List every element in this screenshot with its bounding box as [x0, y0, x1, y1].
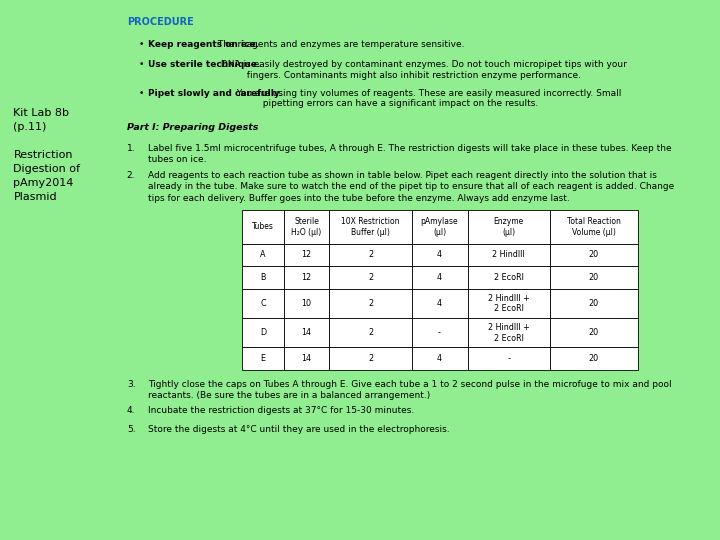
Text: Total Reaction
Volume (μl): Total Reaction Volume (μl) — [567, 217, 621, 237]
Text: Tubes: Tubes — [252, 222, 274, 231]
Bar — [330, 244, 412, 266]
Text: 4: 4 — [437, 251, 442, 259]
Text: C: C — [260, 299, 266, 308]
Bar — [243, 347, 284, 370]
Text: 20: 20 — [589, 299, 599, 308]
Text: Label five 1.5ml microcentrifuge tubes, A through E. The restriction digests wil: Label five 1.5ml microcentrifuge tubes, … — [148, 144, 672, 165]
Text: Enzyme
(μl): Enzyme (μl) — [493, 217, 523, 237]
Bar — [412, 289, 467, 318]
Bar — [243, 289, 284, 318]
Text: You are using tiny volumes of reagents. These are easily measured incorrectly. S: You are using tiny volumes of reagents. … — [233, 89, 621, 108]
Text: •: • — [139, 40, 144, 49]
Bar — [412, 244, 467, 266]
Bar — [549, 318, 638, 347]
Text: 1.: 1. — [127, 144, 135, 153]
Text: 14: 14 — [302, 328, 312, 337]
Text: •: • — [139, 60, 144, 70]
Bar — [284, 347, 330, 370]
Text: 4: 4 — [437, 354, 442, 363]
Text: 2.: 2. — [127, 171, 135, 180]
Text: Incubate the restriction digests at 37°C for 15-30 minutes.: Incubate the restriction digests at 37°C… — [148, 406, 414, 415]
Text: D: D — [260, 328, 266, 337]
Bar — [243, 266, 284, 289]
Bar — [330, 266, 412, 289]
Text: 2 HindIII: 2 HindIII — [492, 251, 525, 259]
Text: Tightly close the caps on Tubes A through E. Give each tube a 1 to 2 second puls: Tightly close the caps on Tubes A throug… — [148, 380, 672, 401]
Bar — [284, 318, 330, 347]
Bar — [330, 347, 412, 370]
Text: 2: 2 — [368, 273, 373, 282]
Text: 14: 14 — [302, 354, 312, 363]
Text: 20: 20 — [589, 354, 599, 363]
Bar — [467, 266, 549, 289]
Text: 5.: 5. — [127, 425, 135, 434]
Text: •: • — [139, 89, 144, 98]
Text: Part I: Preparing Digests: Part I: Preparing Digests — [127, 123, 258, 132]
Text: 2: 2 — [368, 251, 373, 259]
Text: The reagents and enzymes are temperature sensitive.: The reagents and enzymes are temperature… — [215, 40, 464, 49]
Bar — [284, 244, 330, 266]
Text: 10: 10 — [302, 299, 312, 308]
Text: 4: 4 — [437, 273, 442, 282]
Bar — [284, 289, 330, 318]
Bar — [412, 347, 467, 370]
Bar — [549, 244, 638, 266]
Text: 3.: 3. — [127, 380, 135, 389]
Text: 2 HindIII +
2 EcoRI: 2 HindIII + 2 EcoRI — [487, 294, 529, 313]
Text: 20: 20 — [589, 273, 599, 282]
Text: DNA is easily destroyed by contaminant enzymes. Do not touch micropipet tips wit: DNA is easily destroyed by contaminant e… — [217, 60, 626, 80]
Bar — [549, 289, 638, 318]
Bar — [330, 210, 412, 244]
Text: 20: 20 — [589, 328, 599, 337]
Bar — [549, 266, 638, 289]
Bar — [412, 318, 467, 347]
Bar — [467, 289, 549, 318]
Text: 2: 2 — [368, 354, 373, 363]
Text: 2: 2 — [368, 299, 373, 308]
Text: A: A — [261, 251, 266, 259]
Bar — [330, 289, 412, 318]
Text: -: - — [438, 328, 441, 337]
Text: -: - — [507, 354, 510, 363]
Bar — [549, 210, 638, 244]
Text: Store the digests at 4°C until they are used in the electrophoresis.: Store the digests at 4°C until they are … — [148, 425, 450, 434]
Text: 2 HindIII +
2 EcoRI: 2 HindIII + 2 EcoRI — [487, 323, 529, 342]
Text: 4: 4 — [437, 299, 442, 308]
Text: 10X Restriction
Buffer (μl): 10X Restriction Buffer (μl) — [341, 217, 400, 237]
Text: E: E — [261, 354, 266, 363]
Text: PROCEDURE: PROCEDURE — [127, 17, 194, 28]
Bar — [412, 266, 467, 289]
Text: Use sterile technique.: Use sterile technique. — [148, 60, 261, 70]
Bar — [467, 244, 549, 266]
Bar — [243, 244, 284, 266]
Text: 2: 2 — [368, 328, 373, 337]
Bar — [284, 210, 330, 244]
Text: pAmylase
(μl): pAmylase (μl) — [420, 217, 459, 237]
Text: Add reagents to each reaction tube as shown in table below. Pipet each reagent d: Add reagents to each reaction tube as sh… — [148, 171, 675, 203]
Bar — [467, 210, 549, 244]
Text: Kit Lab 8b
(p.11)

Restriction
Digestion of
pAmy2014
Plasmid: Kit Lab 8b (p.11) Restriction Digestion … — [14, 108, 81, 202]
Bar — [467, 318, 549, 347]
Text: Keep reagents on ice.: Keep reagents on ice. — [148, 40, 259, 49]
Text: 20: 20 — [589, 251, 599, 259]
Bar — [467, 347, 549, 370]
Text: 4.: 4. — [127, 406, 135, 415]
Bar — [330, 318, 412, 347]
Bar — [243, 318, 284, 347]
Text: Sterile
H₂O (μl): Sterile H₂O (μl) — [292, 217, 322, 237]
Text: B: B — [261, 273, 266, 282]
Bar — [549, 347, 638, 370]
Bar — [284, 266, 330, 289]
Text: 12: 12 — [302, 251, 312, 259]
Text: 2 EcoRI: 2 EcoRI — [494, 273, 523, 282]
Bar — [243, 210, 284, 244]
Text: 12: 12 — [302, 273, 312, 282]
Bar — [412, 210, 467, 244]
Text: Pipet slowly and carefully.: Pipet slowly and carefully. — [148, 89, 282, 98]
